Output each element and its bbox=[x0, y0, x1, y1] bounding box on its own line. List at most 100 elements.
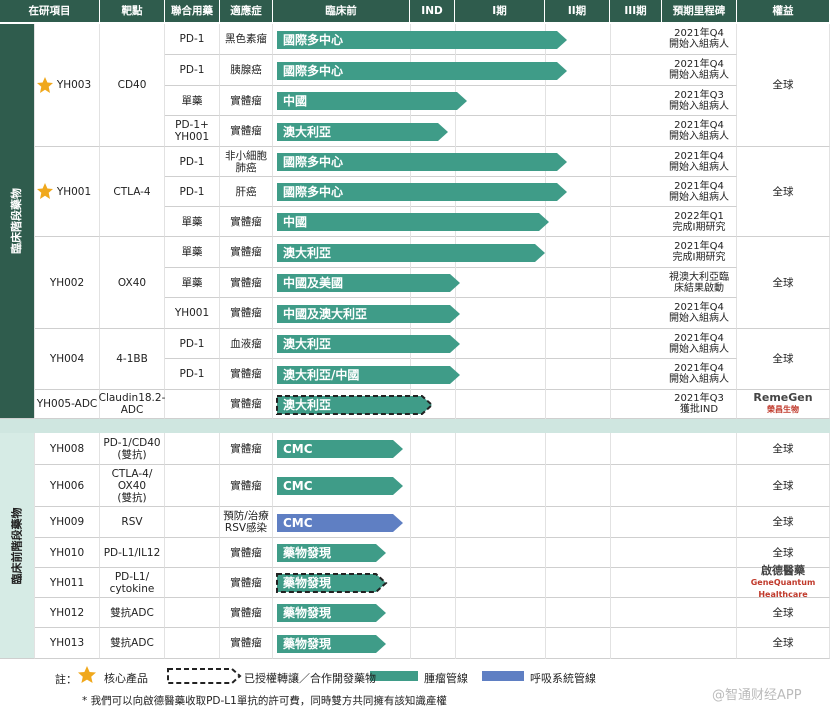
stage-divider bbox=[455, 598, 456, 628]
arrow-shape bbox=[276, 573, 388, 593]
arrow-shape bbox=[277, 634, 386, 653]
progress-arrow: CMC bbox=[277, 513, 403, 532]
stage-divider bbox=[610, 465, 611, 507]
stage-divider bbox=[610, 433, 611, 465]
milestone-cell: 2021年Q4 開始入組病人 bbox=[662, 329, 737, 359]
combo-cell: 單藥 bbox=[165, 237, 220, 268]
project-id: YH010 bbox=[35, 538, 100, 568]
milestone-cell bbox=[662, 628, 737, 659]
program-label: CMC bbox=[283, 442, 313, 456]
stage-cell bbox=[273, 268, 662, 298]
arrow-shape bbox=[277, 513, 403, 532]
project-id: YH012 bbox=[35, 598, 100, 628]
stage-cell bbox=[273, 538, 662, 568]
indication-cell: 實體瘤 bbox=[220, 465, 273, 507]
program-label: 國際多中心 bbox=[283, 154, 343, 169]
project-id: YH008 bbox=[35, 433, 100, 465]
milestone-cell: 視澳大利亞臨 床結果啟動 bbox=[662, 268, 737, 298]
milestone-cell bbox=[662, 568, 737, 598]
star bbox=[37, 76, 53, 93]
indication-cell: 肝癌 bbox=[220, 177, 273, 207]
footnote: * 我們可以向啟德醫藥收取PD-L1單抗的許可費，同時雙方共同擁有該知識產權 bbox=[82, 695, 447, 707]
target-cell: PD-1/CD40 (雙抗) bbox=[100, 433, 165, 465]
target-cell: Claudin18.2- ADC bbox=[99, 390, 165, 419]
arrow-shape bbox=[277, 477, 403, 495]
combo-cell bbox=[165, 568, 220, 598]
stage-divider bbox=[410, 507, 411, 538]
milestone-cell: 2021年Q4 開始入組病人 bbox=[662, 147, 737, 177]
header-cell: 靶點 bbox=[100, 0, 165, 22]
stage-cell bbox=[273, 568, 662, 598]
stage-cell bbox=[273, 465, 662, 507]
stage-cell bbox=[273, 55, 662, 86]
indication-cell: 預防/治療 RSV感染 bbox=[220, 507, 273, 538]
stage-divider bbox=[455, 465, 456, 507]
target-cell: PD-L1/IL12 bbox=[100, 538, 165, 568]
indication-cell: 實體瘤 bbox=[220, 116, 273, 147]
progress-arrow: CMC bbox=[277, 440, 403, 458]
combo-cell: PD-1 bbox=[165, 177, 220, 207]
section-text: 臨床階段藥物 bbox=[10, 188, 23, 254]
rights-text: 全球 bbox=[772, 546, 794, 559]
stage-cell bbox=[273, 628, 662, 659]
section-text: 臨床前階段藥物 bbox=[10, 507, 23, 584]
stage-divider bbox=[610, 116, 611, 147]
indication-cell: 實體瘤 bbox=[220, 268, 273, 298]
program-label: 澳大利亞 bbox=[283, 245, 331, 260]
stage-divider bbox=[610, 268, 611, 298]
stage-divider bbox=[545, 568, 546, 598]
stage-divider bbox=[455, 538, 456, 568]
stage-divider bbox=[545, 390, 546, 419]
rights-cell: 全球 bbox=[737, 598, 830, 628]
progress-arrow: 藥物發現 bbox=[277, 544, 386, 562]
stage-divider bbox=[545, 329, 546, 359]
indication-cell: 實體瘤 bbox=[220, 390, 273, 419]
stage-divider bbox=[410, 465, 411, 507]
arrow-shape bbox=[276, 394, 434, 415]
project-id: YH006 bbox=[35, 465, 100, 507]
rights-cell: 全球 bbox=[737, 329, 830, 390]
stage-divider bbox=[545, 628, 546, 659]
legend-note: 註： bbox=[55, 673, 77, 686]
progress-arrow: CMC bbox=[277, 477, 403, 495]
rights-text: 榮昌生物 bbox=[767, 405, 799, 414]
indication-cell: 實體瘤 bbox=[220, 86, 273, 116]
stage-cell bbox=[273, 177, 662, 207]
legend-marks bbox=[78, 666, 524, 684]
header-cell: 權益 bbox=[737, 0, 830, 22]
stage-cell bbox=[273, 116, 662, 147]
milestone-cell: 2021年Q4 開始入組病人 bbox=[662, 359, 737, 390]
progress-arrow: 澳大利亞 bbox=[276, 394, 434, 415]
project-id: YH005-ADC bbox=[35, 390, 100, 419]
rights-text: 全球 bbox=[772, 276, 794, 289]
arrow-shape bbox=[277, 243, 545, 262]
stage-cell bbox=[273, 237, 662, 268]
indication-cell: 胰腺癌 bbox=[220, 55, 273, 86]
stage-divider bbox=[455, 390, 456, 419]
progress-arrow: 澳大利亞 bbox=[277, 122, 448, 141]
milestone-cell bbox=[662, 465, 737, 507]
indication-cell: 實體瘤 bbox=[220, 237, 273, 268]
arrow-shape bbox=[277, 440, 403, 458]
core-star bbox=[37, 183, 53, 199]
arrow-shape bbox=[277, 335, 460, 353]
arrow-shape bbox=[277, 604, 386, 622]
stage-cell bbox=[273, 147, 662, 177]
stage-divider bbox=[610, 147, 611, 177]
rights-text: 全球 bbox=[772, 637, 794, 649]
stage-divider bbox=[410, 568, 411, 598]
stage-divider bbox=[545, 433, 546, 465]
stage-divider bbox=[545, 268, 546, 298]
progress-arrow: 國際多中心 bbox=[277, 30, 567, 49]
program-label: 中國 bbox=[283, 93, 307, 108]
combo-cell bbox=[165, 390, 220, 419]
stage-divider bbox=[410, 433, 411, 465]
combo-cell: PD-1 bbox=[165, 24, 220, 55]
stage-divider bbox=[410, 598, 411, 628]
combo-cell: 單藥 bbox=[165, 268, 220, 298]
stage-divider bbox=[610, 538, 611, 568]
indication-cell: 實體瘤 bbox=[220, 598, 273, 628]
program-label: CMC bbox=[283, 479, 313, 493]
milestone-cell bbox=[662, 433, 737, 465]
licensed-swatch bbox=[167, 668, 242, 684]
